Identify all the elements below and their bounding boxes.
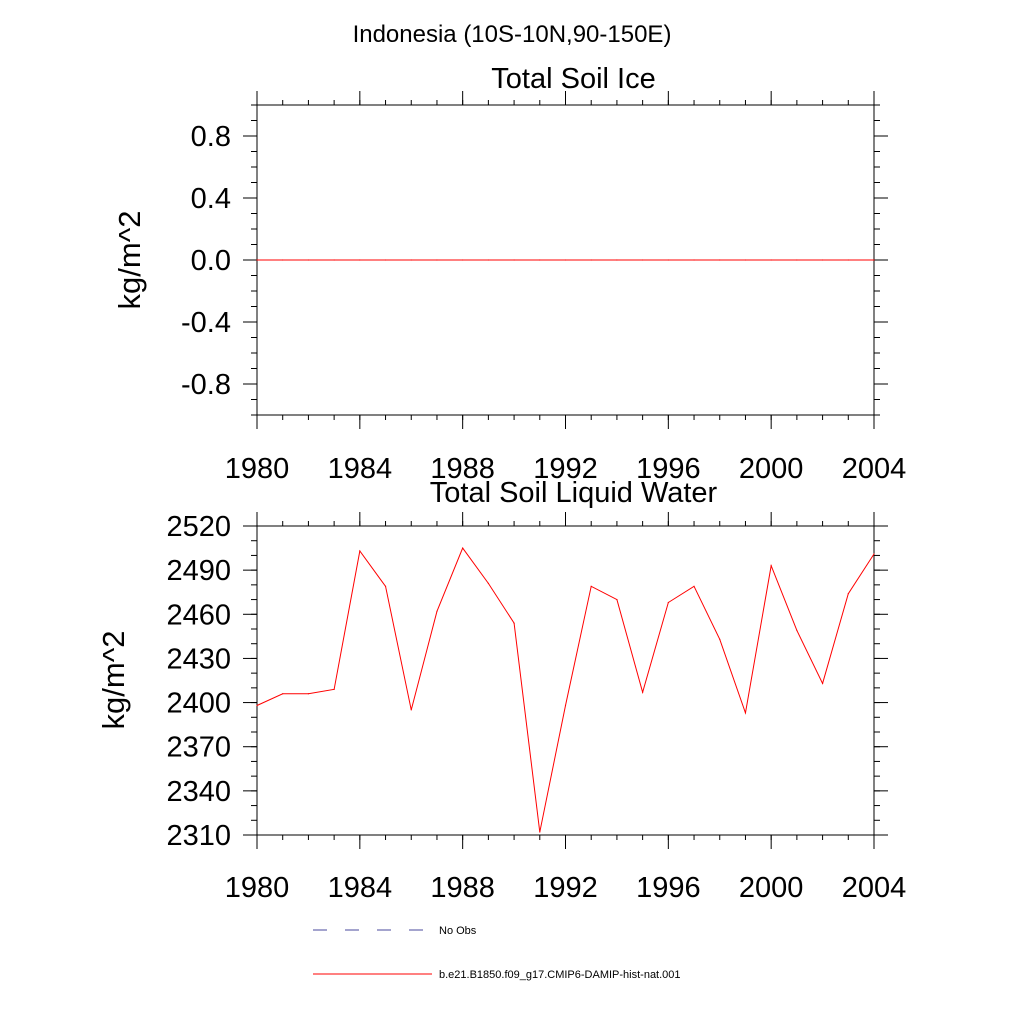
data-point — [770, 259, 772, 261]
data-point — [796, 259, 798, 261]
data-point — [307, 259, 310, 261]
data-point — [410, 259, 412, 261]
y-tick-label: 2370 — [166, 732, 231, 764]
x-tick-label: 1996 — [636, 872, 701, 904]
data-point — [462, 547, 464, 549]
y-axis-label: kg/m^2 — [96, 631, 131, 730]
y-tick-label: -0.8 — [181, 369, 231, 401]
data-point — [667, 259, 669, 261]
data-point — [744, 259, 747, 261]
data-point — [873, 259, 875, 261]
data-point — [282, 259, 284, 261]
data-point — [616, 259, 618, 261]
data-point — [796, 629, 798, 632]
y-tick-label: 2400 — [166, 688, 231, 720]
legend: No Obs b.e21.B1850.f09_g17.CMIP6-DAMIP-h… — [313, 925, 681, 981]
y-tick-label: 2340 — [166, 776, 231, 808]
legend-label-model: b.e21.B1850.f09_g17.CMIP6-DAMIP-hist-nat… — [439, 969, 681, 981]
data-point — [256, 259, 258, 261]
data-point — [462, 259, 464, 261]
data-point — [333, 259, 335, 261]
x-tick-label: 2000 — [739, 453, 804, 485]
y-tick-label: -0.4 — [181, 307, 231, 339]
data-point — [539, 259, 541, 261]
data-point — [513, 622, 515, 624]
data-point — [693, 259, 695, 261]
data-point — [436, 259, 438, 261]
y-tick-label: 2460 — [166, 599, 231, 631]
x-tick-label: 1988 — [430, 453, 495, 485]
data-point — [487, 259, 489, 261]
data-point — [333, 688, 335, 690]
panel-total-soil-liquid-water: Total Soil Liquid Water kg/m^2 1980 1984 198… — [96, 477, 906, 904]
y-axis-label: kg/m^2 — [112, 211, 147, 310]
data-point — [847, 593, 849, 595]
data-point — [744, 712, 747, 714]
x-tick-label: 2004 — [842, 453, 907, 485]
data-point — [384, 585, 387, 587]
data-point — [384, 259, 387, 261]
data-point — [307, 693, 310, 695]
data-point — [719, 259, 721, 261]
chart-title: Total Soil Ice — [491, 63, 655, 95]
data-point — [436, 610, 438, 612]
data-point — [256, 704, 258, 707]
data-point — [539, 831, 541, 833]
data-point — [693, 585, 695, 587]
data-point — [642, 691, 644, 693]
data-point — [616, 598, 618, 601]
data-point — [590, 585, 592, 587]
data-point — [770, 565, 772, 567]
x-tick-label: 2004 — [842, 872, 907, 904]
x-tick-label: 1984 — [328, 453, 393, 485]
x-tick-label: 1996 — [636, 453, 701, 485]
x-tick-label: 1988 — [430, 872, 495, 904]
data-point — [513, 259, 515, 261]
x-tick-label: 1992 — [533, 453, 598, 485]
series-line — [256, 547, 875, 833]
data-point — [564, 704, 567, 707]
x-tick-label: 1992 — [533, 872, 598, 904]
y-tick-label: 2430 — [166, 643, 231, 675]
data-point — [487, 582, 489, 584]
data-point — [719, 638, 721, 640]
y-tick-label: 0.4 — [191, 183, 231, 215]
data-point — [590, 259, 592, 261]
x-tick-label: 1980 — [225, 872, 290, 904]
x-tick-label: 2000 — [739, 872, 804, 904]
data-point — [564, 259, 567, 261]
data-point — [359, 259, 361, 261]
x-tick-label: 1980 — [225, 453, 290, 485]
y-tick-label: 0.0 — [191, 245, 231, 277]
data-point — [667, 601, 669, 604]
plot-frame — [256, 525, 875, 836]
chart-title: Total Soil Liquid Water — [430, 477, 718, 509]
data-point — [359, 550, 361, 552]
x-tick-label: 1984 — [328, 872, 393, 904]
figure-title: Indonesia (10S-10N,90-150E) — [353, 21, 672, 48]
y-tick-label: 2490 — [166, 555, 231, 587]
data-point — [847, 259, 849, 261]
data-point — [410, 709, 412, 711]
data-point — [873, 553, 875, 555]
panel-total-soil-ice: Total Soil Ice kg/m^2 1980 1984 1988 1992 1996… — [112, 63, 906, 485]
y-tick-label: 2310 — [166, 820, 231, 852]
y-tick-label: 2520 — [166, 511, 231, 543]
data-point — [821, 259, 824, 261]
y-tick-label: 0.8 — [191, 121, 231, 153]
data-point — [642, 259, 644, 261]
legend-label-no-obs: No Obs — [439, 925, 477, 937]
data-point — [282, 693, 284, 695]
data-point — [821, 682, 824, 685]
